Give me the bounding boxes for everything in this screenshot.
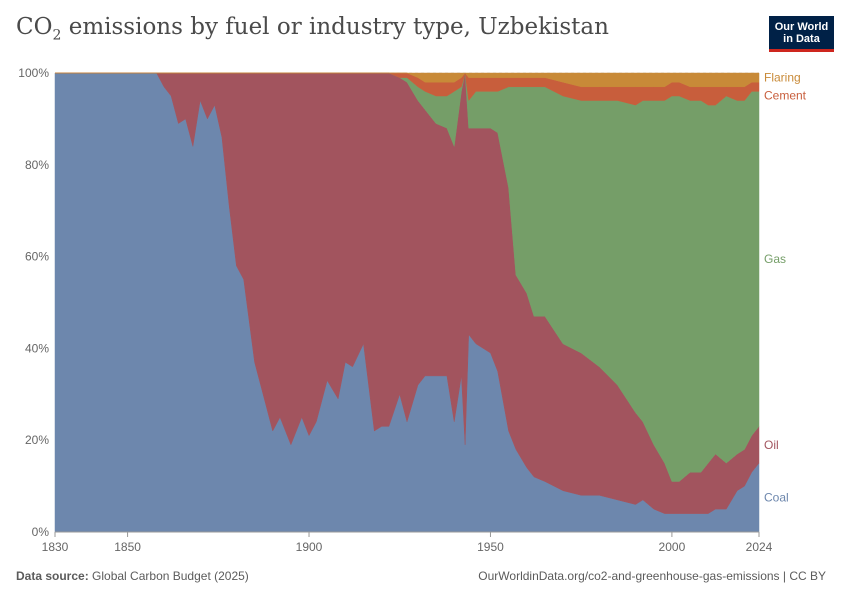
y-tick-label: 0% <box>32 525 50 539</box>
chart-title: CO2 emissions by fuel or industry type, … <box>16 14 609 44</box>
title-rest: emissions by fuel or industry type, Uzbe… <box>61 14 609 40</box>
footer-link[interactable]: OurWorldinData.org/co2-and-greenhouse-ga… <box>478 569 826 583</box>
data-source: Data source: Global Carbon Budget (2025) <box>16 569 249 583</box>
title-prefix: CO <box>16 14 53 40</box>
source-text: Global Carbon Budget (2025) <box>88 569 249 583</box>
logo-line-2: in Data <box>783 33 820 45</box>
area-flaring[interactable] <box>55 72 760 88</box>
x-tick-label: 1900 <box>296 540 323 554</box>
y-tick-label: 100% <box>18 66 49 80</box>
x-tick-label: 1830 <box>42 540 69 554</box>
source-label: Data source: <box>16 569 89 583</box>
legend-coal[interactable]: Coal <box>764 491 789 505</box>
legend-cement[interactable]: Cement <box>764 89 807 103</box>
title-subscript: 2 <box>52 27 62 44</box>
legend-oil[interactable]: Oil <box>764 438 779 452</box>
legend-flaring[interactable]: Flaring <box>764 71 801 85</box>
y-tick-label: 20% <box>25 433 49 447</box>
x-tick-label: 2000 <box>659 540 686 554</box>
y-tick-label: 40% <box>25 341 49 355</box>
x-axis-ticks: 1830 1850 1900 1950 2000 2024 <box>42 531 773 554</box>
y-tick-label: 60% <box>25 250 49 264</box>
x-tick-label: 1850 <box>114 540 141 554</box>
y-tick-label: 80% <box>25 158 49 172</box>
series-areas <box>54 72 760 533</box>
legend: Flaring Cement Gas Oil Coal <box>764 71 807 505</box>
logo-line-1: Our World <box>774 21 829 33</box>
owid-logo[interactable]: Our World in Data <box>769 16 834 52</box>
legend-gas[interactable]: Gas <box>764 252 786 266</box>
x-tick-label: 2024 <box>746 540 773 554</box>
x-tick-label: 1950 <box>477 540 504 554</box>
y-axis-ticks: 0% 20% 40% 60% 80% 100% <box>18 66 49 539</box>
